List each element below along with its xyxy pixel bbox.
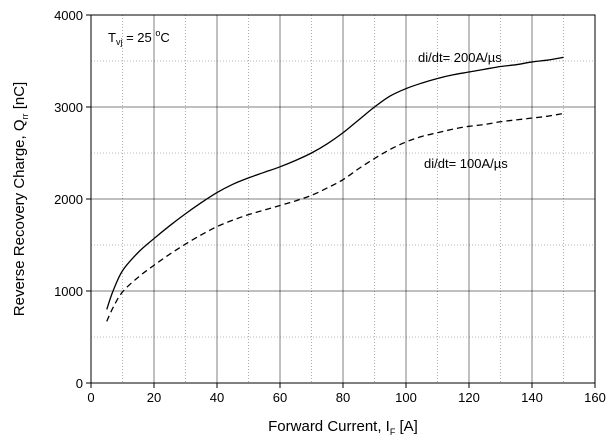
- x-tick-label: 100: [395, 390, 417, 405]
- series-100-label: di/dt= 100A/µs: [424, 156, 508, 171]
- x-tick-label: 0: [87, 390, 94, 405]
- x-tick-label: 60: [273, 390, 287, 405]
- series-line-100: [106, 112, 564, 322]
- y-tick-label: 0: [76, 376, 83, 391]
- x-axis-label: Forward Current, IF [A]: [268, 418, 418, 437]
- y-tick-label: 4000: [54, 8, 83, 23]
- series-200-label: di/dt= 200A/µs: [418, 50, 502, 65]
- y-tick-label: 1000: [54, 284, 83, 299]
- x-tick-label: 160: [584, 390, 606, 405]
- x-tick-label: 120: [458, 390, 480, 405]
- y-tick-label: 3000: [54, 100, 83, 115]
- x-tick-label: 140: [521, 390, 543, 405]
- y-tick-label: 2000: [54, 192, 83, 207]
- series-line-200: [106, 56, 564, 310]
- y-axis-label: Reverse Recovery Charge, Qrr [nC]: [11, 82, 30, 316]
- tick-layer: 0 20 40 60 80 100 120 140 160 0 1000 2000 3000 4000: [54, 8, 606, 405]
- x-tick-label: 20: [147, 390, 161, 405]
- major-grid: [91, 15, 595, 383]
- x-tick-label: 40: [210, 390, 224, 405]
- series-layer: [106, 56, 564, 322]
- condition-label: Tvj = 25 oC: [108, 28, 170, 47]
- x-tick-label: 80: [336, 390, 350, 405]
